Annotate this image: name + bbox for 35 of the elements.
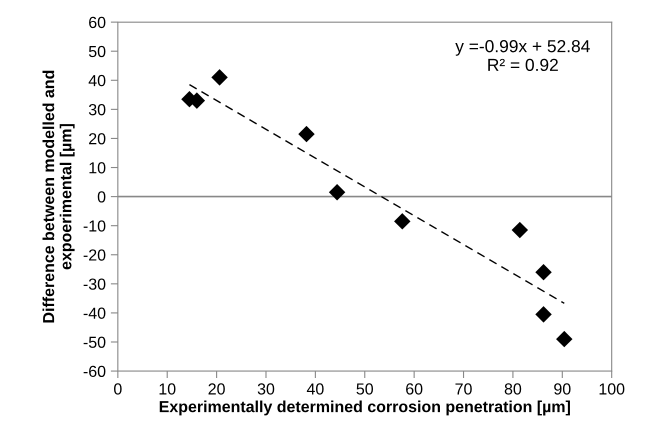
annotation: y =-0.99x + 52.84 R² = 0.92	[455, 40, 590, 72]
x-axis-title: Experimentally determined corrosion penetration [µm]	[160, 400, 570, 416]
y-tick-label: 40	[88, 74, 106, 86]
point	[535, 306, 552, 323]
x-tick-label: 100	[600, 383, 624, 395]
y-tick-label: 10	[89, 162, 106, 174]
x-tick-label: 70	[455, 383, 472, 395]
y-tick-label: -40	[84, 308, 106, 319]
x-tick-label: 0	[114, 383, 122, 395]
point	[211, 69, 228, 86]
y-tick-label: -10	[84, 220, 106, 232]
y-tick-label: -20	[84, 249, 106, 261]
x-tick-label: 10	[160, 383, 176, 395]
x-tick-label: 80	[504, 383, 522, 395]
x-tick-label: 90	[554, 383, 571, 395]
y-tick-label: -50	[84, 336, 106, 348]
x-tick-label: 40	[306, 383, 324, 395]
y-tick-label: -30	[84, 278, 106, 290]
point	[394, 213, 411, 230]
x-tick-label: 30	[258, 383, 274, 395]
point	[535, 264, 552, 280]
y-tick-label: 0	[98, 191, 106, 203]
y-axis-title: Difference between modelled and expoerimental [µm]	[42, 70, 75, 322]
x-tick-label: 50	[356, 383, 374, 395]
y-tick-label: 30	[88, 104, 106, 116]
point	[328, 184, 346, 200]
point	[298, 126, 315, 142]
point	[512, 222, 528, 238]
x-tick-label: 60	[406, 383, 422, 395]
y-tick-label: 60	[89, 16, 106, 28]
y-tick-label: -60	[84, 366, 106, 378]
point	[556, 330, 572, 348]
x-tick-label: 20	[208, 383, 225, 395]
y-tick-label: 20	[89, 133, 106, 144]
y-tick-label: 50	[88, 46, 106, 58]
